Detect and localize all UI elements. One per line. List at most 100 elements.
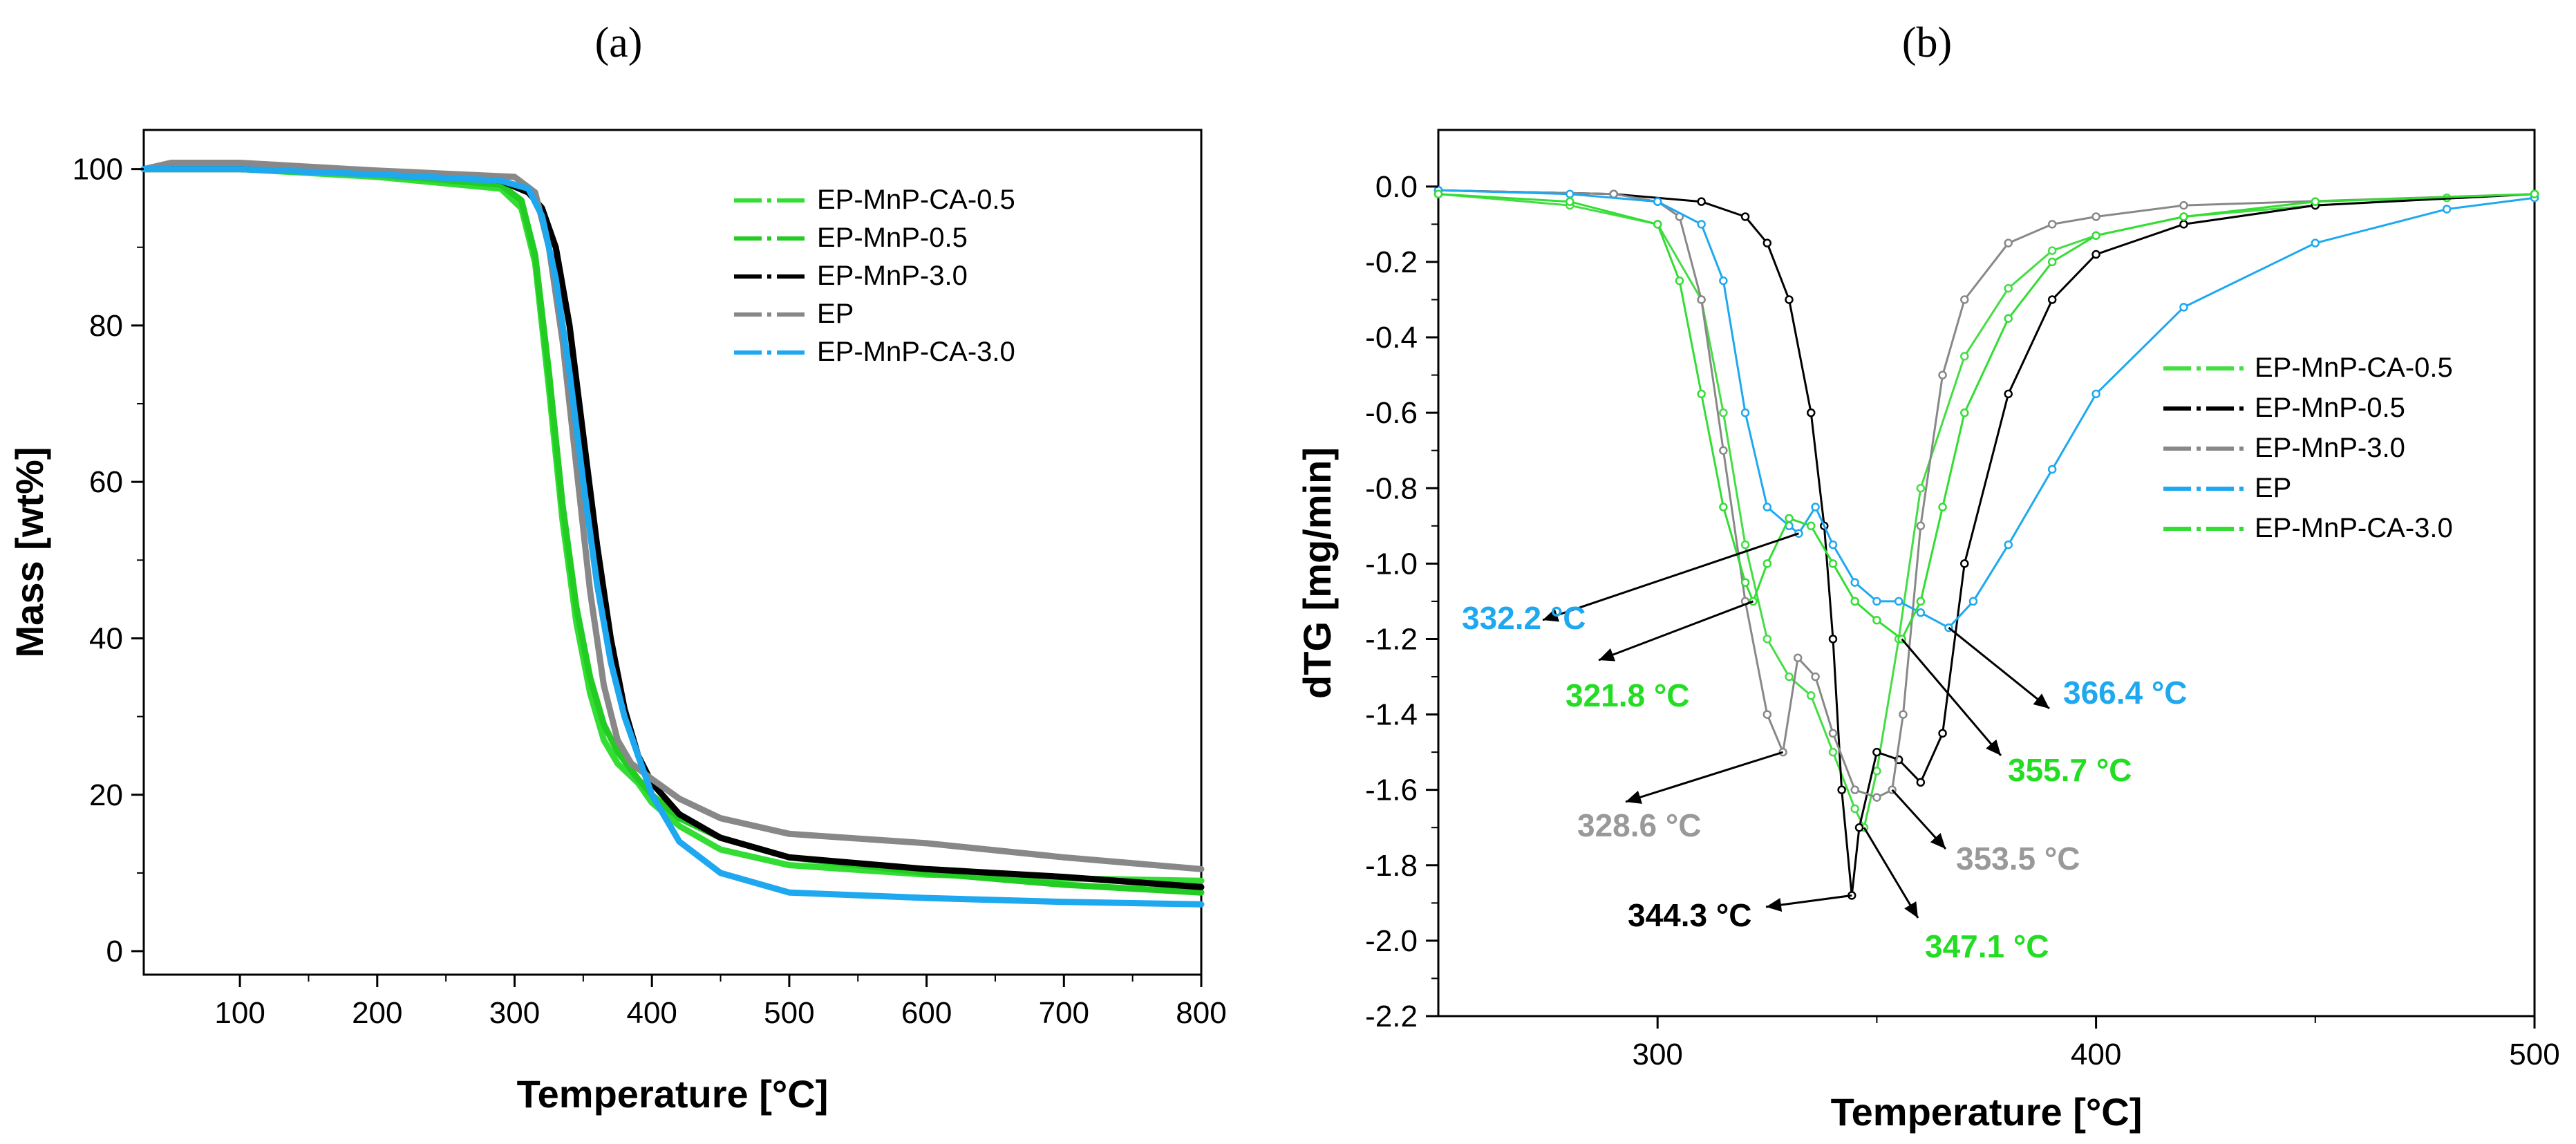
panel-b-data-point-ep-mnp-ca-3-0 [1785,514,1794,523]
panel-b-data-point-ep-mnp-0-5 [1740,212,1750,221]
panel-b-data-point-ep [2004,540,2013,550]
panel-b-data-point-ep [1762,503,1772,512]
panel-b-data-point-ep-mnp-3-0 [1719,446,1728,455]
panel-b-x-tick-label: 500 [2509,1038,2559,1071]
annotation-arrow-head [1766,898,1783,912]
panel-a-series-line-ep-mnp-0-5 [140,166,1205,896]
panel-b-y-tick-label: -1.0 [1365,547,1418,581]
panel-b-data-point-ep-mnp-ca-3-0 [1938,503,1947,512]
panel-b-data-point-ep-mnp-0-5 [1938,729,1947,738]
panel-b-x-axis-title: Temperature [°C] [1831,1090,2143,1134]
panel-b-series-line-ep [1437,189,2536,629]
panel-b-data-point-ep [2047,465,2057,474]
panel-b-data-point-ep-mnp-0-5 [1854,823,1864,832]
panel-b-data-point-ep-mnp-3-0 [1609,189,1619,198]
annotation-arrow-head [1543,608,1560,622]
panel-b-data-point-ep-mnp-ca-3-0 [2091,231,2100,240]
panel-b-data-point-ep-mnp-0-5 [2047,295,2057,304]
panel-b-data-point-ep [2442,205,2452,214]
annotation-arrow-head [1626,790,1642,804]
panel-b-x-tick-label: 300 [1632,1038,1682,1071]
panel-a-x-tick-label: 100 [214,996,265,1030]
panel-b-data-point-ep-mnp-3-0 [2047,220,2057,229]
panel-b-data-point-ep [1566,189,1574,198]
panel-b-data-point-ep-mnp-ca-3-0 [1697,389,1706,399]
annotation-label-353-5-c: 353.5 °C [1956,841,2080,876]
panel-a-x-tick-label: 800 [1176,996,1226,1030]
panel-a-ticks: 100 200 300 400 500 600 700 800 0 20 40 60 80 100 [73,153,1227,1030]
annotation-label-321-8-c: 321.8 °C [1566,677,1690,713]
panel-b-ticks: 300 400 500 0.0 -0.2 -0.4 -0.6 -0.8 -1.0 -1.2 -1.4… [1365,170,2560,1071]
panel-b-data-point-ep [1850,578,1859,587]
panel-b-annotations: 332.2 °C 321.8 °C 328.6 °C 344.3 °C 347.1 °C… [1462,532,2188,964]
panel-b-data-point-ep-mnp-ca-0-5 [1740,540,1750,550]
panel-b-data-point-ep-mnp-ca-0-5 [2047,246,2057,255]
panel-b-y-tick-label: -0.6 [1365,396,1418,430]
panel-b-data-point-ep-mnp-ca-3-0 [1433,189,1443,198]
panel-a-label: (a) [595,19,643,66]
panel-b-data-point-ep-mnp-0-5 [2179,220,2188,229]
annotation-arrow-line [1542,532,1799,621]
panel-b-y-tick-label: -1.4 [1365,698,1418,732]
annotation-label-366-4-c: 366.4 °C [2063,675,2188,711]
panel-b-data-point-ep-mnp-ca-0-5 [1916,484,1926,493]
panel-a-series-line-ep [140,160,1205,872]
panel-b-data-point-ep-mnp-ca-3-0 [1740,578,1750,587]
panel-b-plot-frame [1437,129,2536,1018]
panel-a-y-axis-title: Mass [wt%] [8,447,51,658]
panel-b-data-point-ep-mnp-3-0 [1960,295,1969,304]
legend-label-ep-mnp-0-5: EP-MnP-0.5 [817,223,968,253]
panel-b-data-point-ep-mnp-3-0 [1697,295,1706,304]
panel-b-data-point-ep-mnp-ca-3-0 [1828,559,1838,568]
annotation-arrow-line [1863,827,1919,919]
annotation-arrow-head [2033,693,2049,709]
panel-a-x-tick-label: 500 [764,996,814,1030]
panel-b-data-point-ep-mnp-ca-3-0 [2047,257,2057,267]
annotation-arrow-line [1948,626,2050,710]
panel-a-series-line-ep-mnp-3-0 [140,166,1205,890]
panel-b-y-tick-label: -1.8 [1365,849,1418,883]
panel-b-data-point-ep-mnp-ca-3-0 [1872,615,1881,625]
panel-b-data-point-ep-mnp-ca-0-5 [1850,804,1859,814]
panel-a-series-line-ep-mnp-ca-0-5 [140,166,1205,884]
panel-b-data-point-ep-mnp-ca-3-0 [1960,408,1969,418]
panel-b-data-point-ep-mnp-3-0 [1828,729,1838,738]
panel-b-data-point-ep-mnp-ca-3-0 [2004,314,2013,323]
panel-b-data-point-ep [1719,276,1728,285]
panel-b-data-point-ep-mnp-3-0 [1850,785,1859,794]
annotation-arrow-head [1986,739,2001,756]
panel-b-data-point-ep-mnp-ca-3-0 [1806,521,1816,531]
panel-a-y-tick-label: 60 [89,465,123,499]
panel-b-data-point-ep [1740,408,1750,418]
panel-b-data-point-ep-mnp-ca-3-0 [2179,212,2188,221]
annotation-label-355-7-c: 355.7 °C [2008,752,2132,788]
panel-b-data-point-ep-mnp-ca-3-0 [1653,220,1662,229]
panel-b-data-point-ep-mnp-0-5 [1806,408,1816,418]
legend-label-ep: EP [2255,473,2291,503]
panel-b-data-point-ep-mnp-3-0 [2179,200,2188,210]
panel-b-data-point-ep-mnp-3-0 [1916,521,1926,531]
legend-label-ep-mnp-ca-0-5: EP-MnP-CA-0.5 [2255,353,2453,383]
panel-a-x-tick-label: 700 [1039,996,1089,1030]
panel-a-y-tick-label: 40 [89,621,123,655]
panel-b-data-point-ep-mnp-0-5 [1762,238,1772,247]
panel-b-data-point-ep-mnp-ca-0-5 [1872,767,1881,776]
legend-label-ep: EP [817,299,854,329]
panel-b-data-point-ep-mnp-0-5 [1916,778,1926,787]
panel-b-data-point-ep-mnp-3-0 [1811,672,1820,682]
panel-b-data-point-ep-mnp-ca-0-5 [2004,283,2013,293]
panel-a-x-axis-title: Temperature [°C] [517,1072,829,1116]
panel-b-data-point-ep [1697,220,1706,229]
panel-b-y-tick-label: 0.0 [1375,170,1418,204]
panel-b-data-point-ep-mnp-ca-3-0 [1916,597,1926,606]
panel-b-data-point-ep [2091,389,2100,399]
annotation-label-328-6-c: 328.6 °C [1577,807,1702,843]
panel-a-series [140,160,1205,908]
panel-b-series-line-ep-mnp-3-0 [1437,189,2536,799]
panel-b-data-point-ep-mnp-3-0 [1899,710,1908,719]
panel-b: 300 400 500 0.0 -0.2 -0.4 -0.6 -0.8 -1.0 -1.2 -1.4… [1295,129,2560,1134]
panel-b-legend: EP-MnP-CA-0.5 EP-MnP-0.5 EP-MnP-3.0 EP EP-Mn… [2163,353,2453,543]
panel-a-y-tick-label: 80 [89,309,123,343]
panel-b-data-point-ep [1811,503,1820,512]
